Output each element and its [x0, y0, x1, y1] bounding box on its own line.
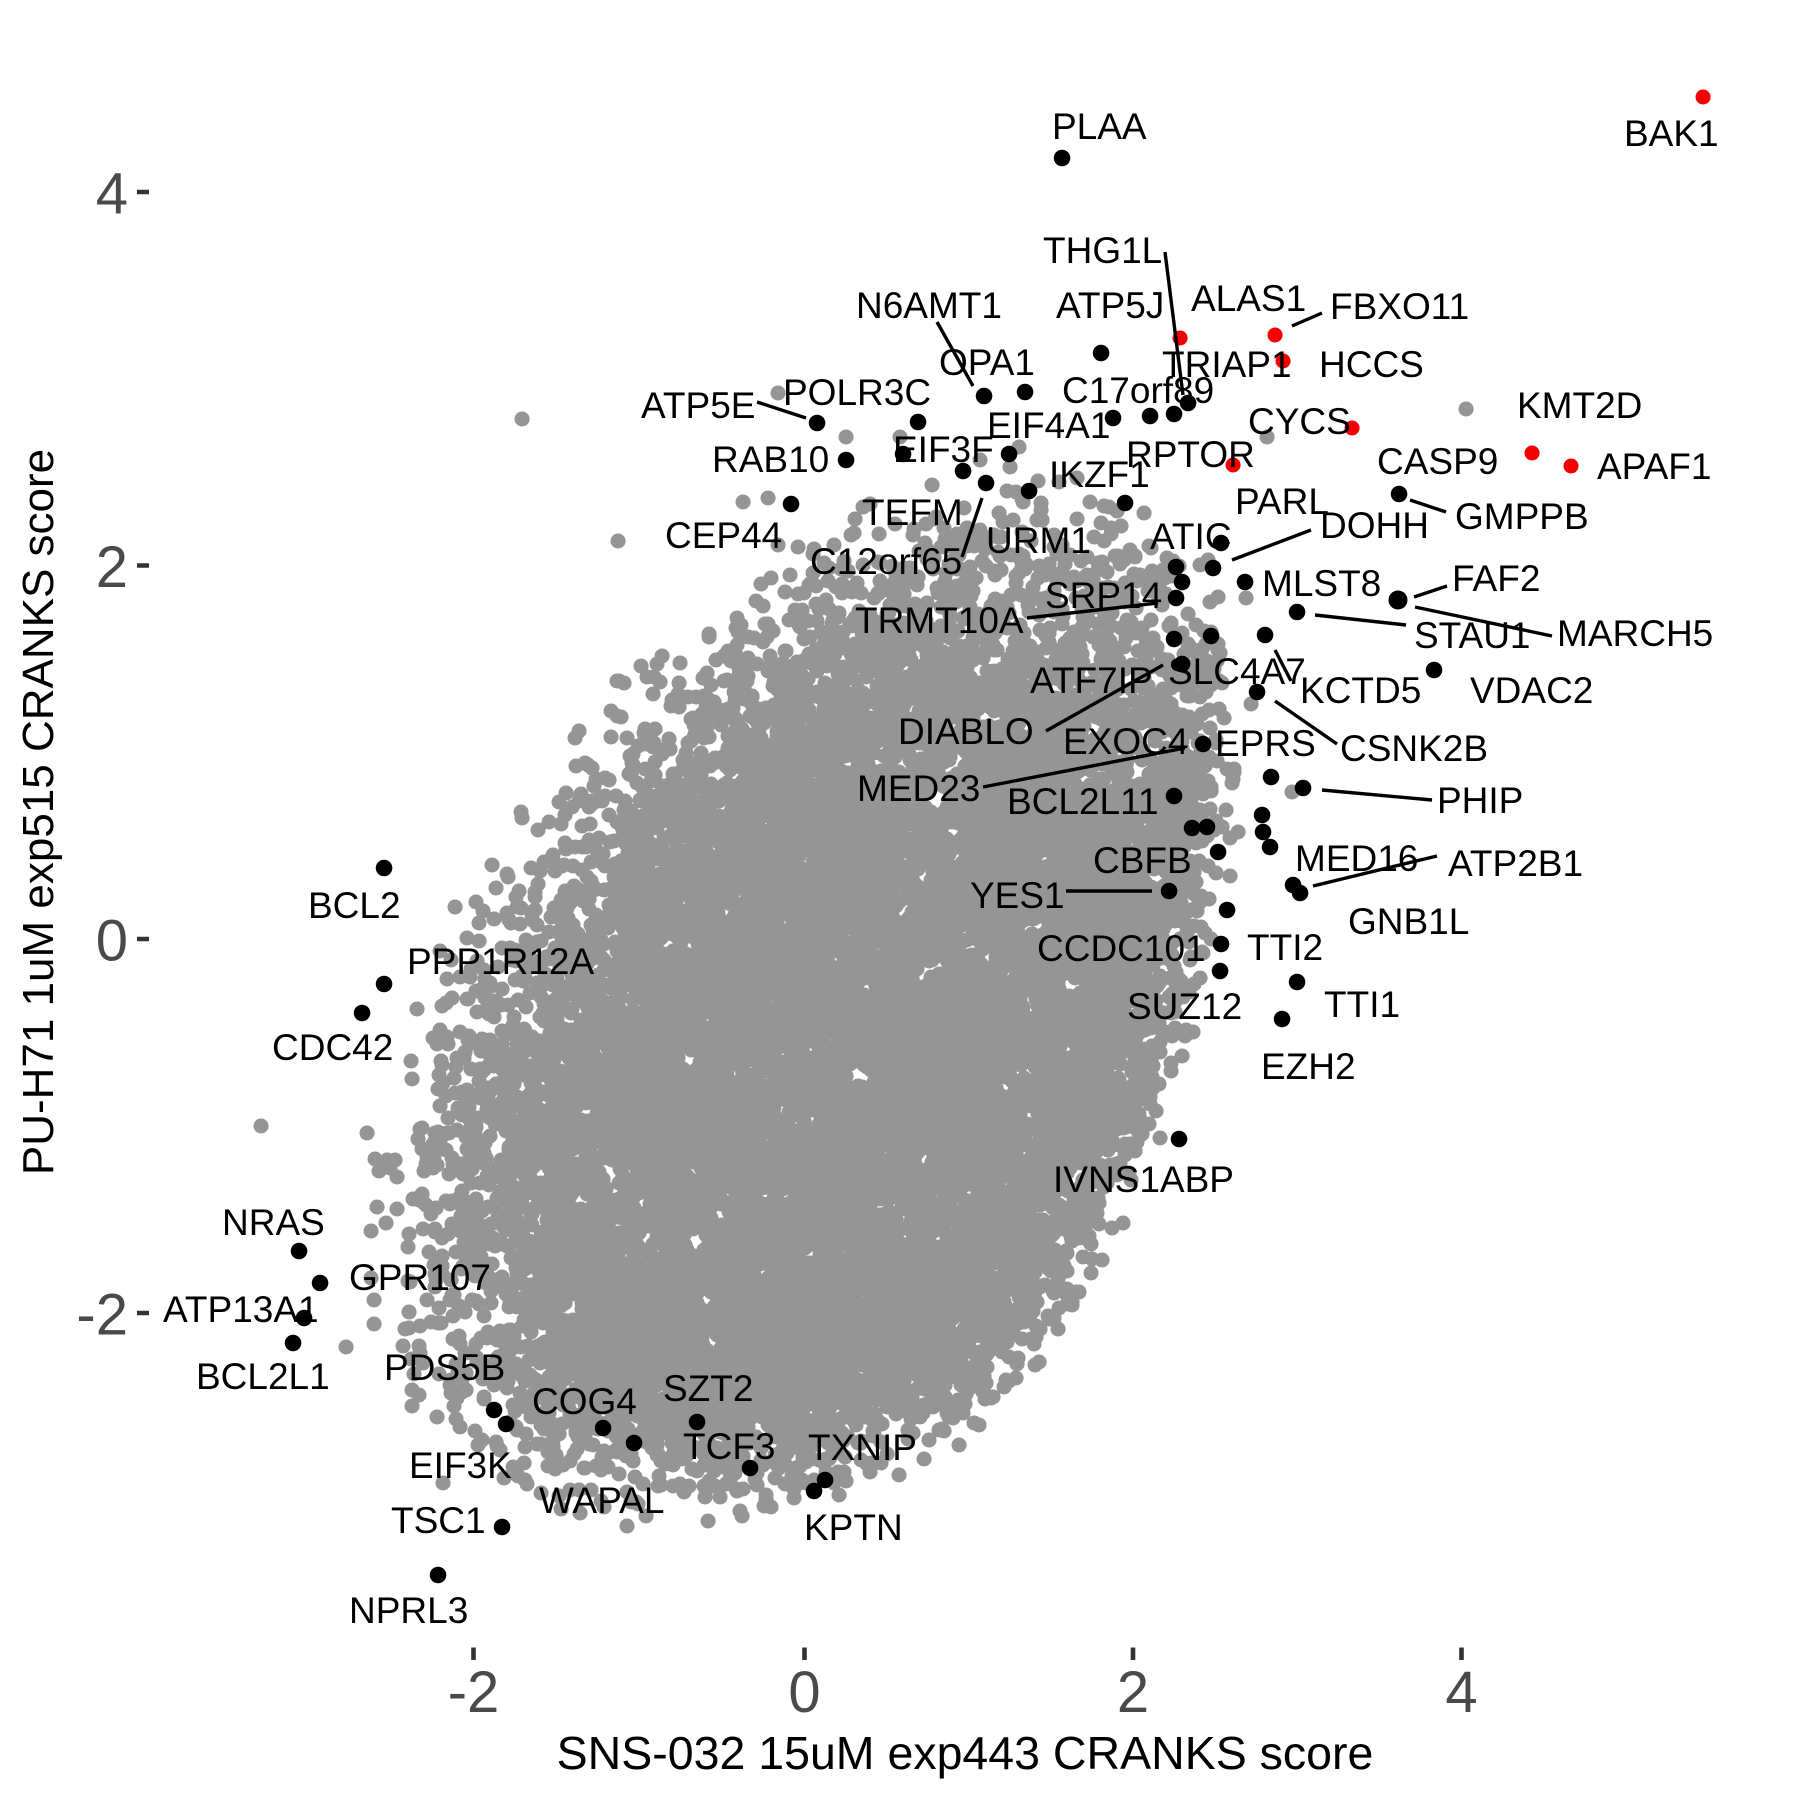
svg-text:FBXO11: FBXO11 [1330, 286, 1469, 327]
svg-text:-2: -2 [76, 1283, 128, 1348]
svg-text:YES1: YES1 [970, 875, 1065, 916]
svg-text:CBFB: CBFB [1093, 840, 1192, 881]
svg-text:FAF2: FAF2 [1452, 558, 1540, 599]
svg-text:4: 4 [96, 162, 128, 227]
svg-text:EIF4A1: EIF4A1 [987, 405, 1110, 446]
svg-text:COG4: COG4 [532, 1381, 637, 1422]
svg-text:MLST8: MLST8 [1262, 563, 1381, 604]
svg-text:TTI2: TTI2 [1247, 927, 1323, 968]
svg-text:TRMT10A: TRMT10A [855, 600, 1024, 641]
svg-text:IKZF1: IKZF1 [1049, 454, 1150, 495]
svg-text:MARCH5: MARCH5 [1557, 613, 1713, 654]
svg-text:2: 2 [96, 535, 128, 600]
svg-text:SUZ12: SUZ12 [1127, 986, 1242, 1027]
svg-text:POLR3C: POLR3C [783, 372, 931, 413]
svg-text:TCF3: TCF3 [683, 1426, 776, 1467]
svg-text:2: 2 [1117, 1660, 1149, 1725]
svg-text:C17orf89: C17orf89 [1062, 370, 1214, 411]
svg-text:PARL: PARL [1235, 481, 1329, 522]
svg-text:OPA1: OPA1 [939, 342, 1035, 383]
svg-text:0: 0 [96, 909, 128, 974]
svg-text:BCL2L11: BCL2L11 [1007, 781, 1159, 822]
svg-text:GNB1L: GNB1L [1348, 901, 1469, 942]
svg-text:CASP9: CASP9 [1377, 441, 1498, 482]
svg-text:APAF1: APAF1 [1597, 446, 1711, 487]
svg-text:CYCS: CYCS [1248, 401, 1351, 442]
svg-text:PLAA: PLAA [1052, 106, 1147, 147]
svg-text:THG1L: THG1L [1043, 230, 1162, 271]
svg-text:CCDC101: CCDC101 [1037, 928, 1206, 969]
svg-text:PPP1R12A: PPP1R12A [407, 941, 594, 982]
svg-text:EIF3K: EIF3K [409, 1445, 512, 1486]
svg-text:CSNK2B: CSNK2B [1340, 728, 1488, 769]
svg-text:TEFM: TEFM [862, 492, 963, 533]
svg-text:EZH2: EZH2 [1261, 1046, 1356, 1087]
svg-text:BCL2: BCL2 [308, 885, 401, 926]
svg-text:TSC1: TSC1 [391, 1500, 486, 1541]
svg-text:RAB10: RAB10 [712, 439, 829, 480]
svg-text:DOHH: DOHH [1320, 505, 1429, 546]
svg-text:SNS-032 15uM exp443 CRANKS sco: SNS-032 15uM exp443 CRANKS score [557, 1727, 1374, 1779]
svg-text:ATP5J: ATP5J [1056, 285, 1164, 326]
svg-text:ATF7IP: ATF7IP [1030, 660, 1153, 701]
svg-text:BCL2L1: BCL2L1 [196, 1356, 330, 1397]
svg-text:GMPPB: GMPPB [1455, 496, 1589, 537]
svg-text:ALAS1: ALAS1 [1191, 278, 1306, 319]
svg-text:MED23: MED23 [857, 768, 980, 809]
svg-text:C12orf65: C12orf65 [810, 541, 962, 582]
svg-text:PDS5B: PDS5B [384, 1347, 505, 1388]
svg-text:NRAS: NRAS [222, 1202, 325, 1243]
svg-text:TXNIP: TXNIP [808, 1427, 917, 1468]
svg-text:PU-H71 1uM exp515 CRANKS score: PU-H71 1uM exp515 CRANKS score [14, 449, 63, 1175]
svg-text:EXOC4: EXOC4 [1063, 721, 1188, 762]
svg-text:MED16: MED16 [1295, 838, 1418, 879]
svg-text:KMT2D: KMT2D [1517, 385, 1642, 426]
svg-text:SZT2: SZT2 [663, 1368, 753, 1409]
svg-text:RPTOR: RPTOR [1126, 434, 1255, 475]
svg-text:-2: -2 [448, 1660, 500, 1725]
svg-text:CDC42: CDC42 [272, 1027, 393, 1068]
svg-text:GPR107: GPR107 [349, 1257, 491, 1298]
svg-text:CEP44: CEP44 [665, 515, 782, 556]
svg-text:0: 0 [788, 1660, 820, 1725]
svg-text:ATP13A1: ATP13A1 [163, 1289, 319, 1330]
svg-text:PHIP: PHIP [1437, 780, 1523, 821]
svg-text:EIF3F: EIF3F [893, 429, 994, 470]
svg-text:SLC4A7: SLC4A7 [1168, 651, 1306, 692]
svg-text:ATIC: ATIC [1150, 516, 1232, 557]
svg-text:KPTN: KPTN [804, 1507, 903, 1548]
svg-text:NPRL3: NPRL3 [349, 1590, 468, 1631]
svg-text:TRIAP1: TRIAP1 [1162, 344, 1292, 385]
svg-text:ATP2B1: ATP2B1 [1448, 843, 1583, 884]
svg-text:EPRS: EPRS [1215, 723, 1316, 764]
svg-text:KCTD5: KCTD5 [1300, 670, 1421, 711]
svg-text:STAU1: STAU1 [1414, 615, 1531, 656]
svg-text:VDAC2: VDAC2 [1470, 670, 1593, 711]
svg-text:WAPAL: WAPAL [539, 1480, 664, 1521]
svg-text:SRP14: SRP14 [1045, 575, 1162, 616]
svg-text:IVNS1ABP: IVNS1ABP [1053, 1159, 1234, 1200]
svg-text:HCCS: HCCS [1319, 344, 1424, 385]
svg-text:URM1: URM1 [986, 520, 1091, 561]
svg-text:4: 4 [1445, 1660, 1477, 1725]
svg-text:TTI1: TTI1 [1324, 984, 1400, 1025]
svg-text:N6AMT1: N6AMT1 [856, 285, 1002, 326]
svg-text:ATP5E: ATP5E [641, 385, 755, 426]
svg-text:DIABLO: DIABLO [898, 711, 1034, 752]
svg-text:BAK1: BAK1 [1624, 113, 1719, 154]
